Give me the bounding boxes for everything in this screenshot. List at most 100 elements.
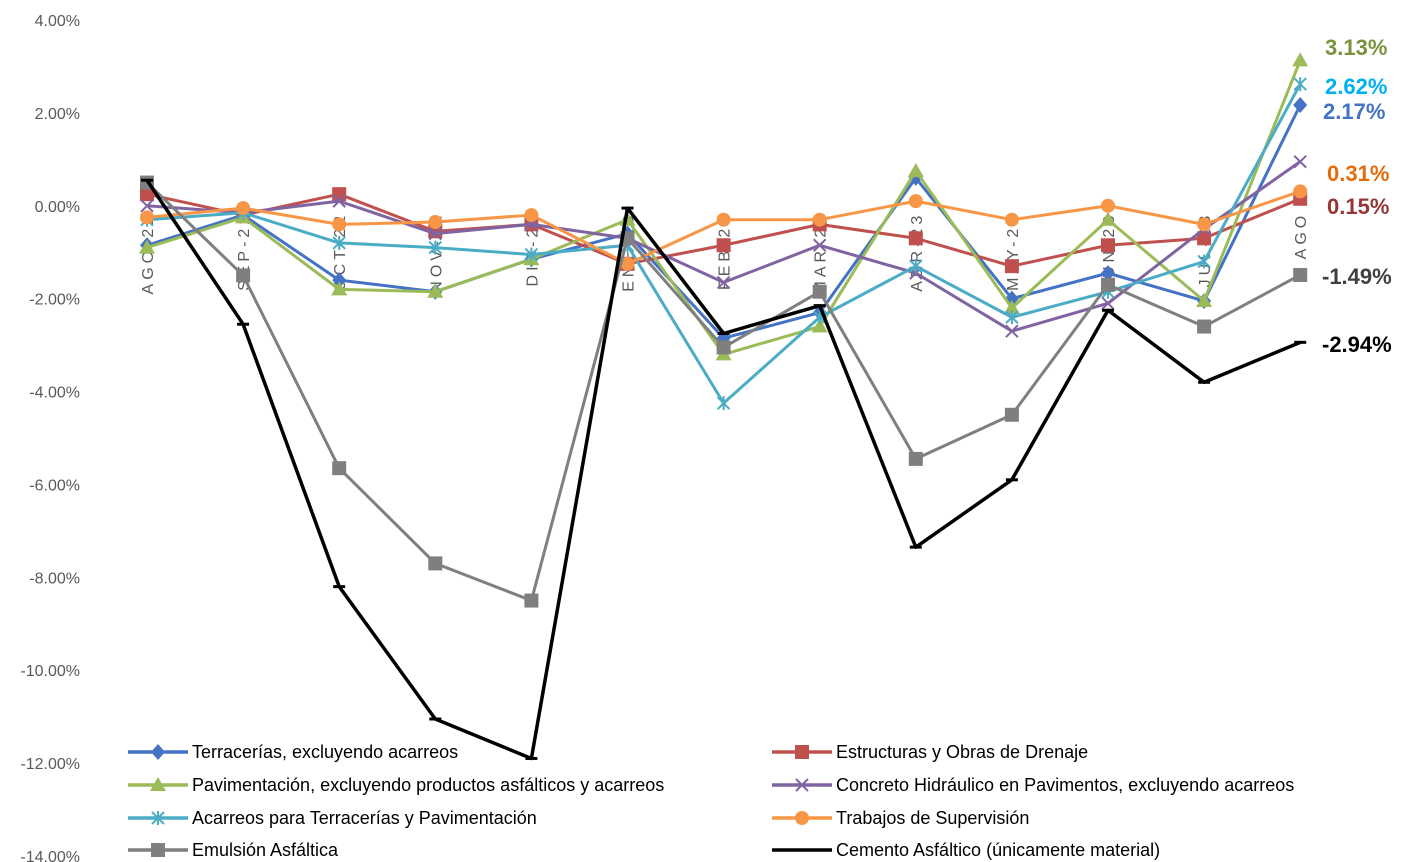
y-tick-label: -6.00% — [29, 477, 80, 494]
legend-label: Cemento Asfáltico (únicamente material) — [836, 840, 1160, 860]
data-point — [428, 226, 443, 241]
x-tick-label: OCT-22 — [332, 212, 349, 292]
y-tick-label: 4.00% — [35, 13, 80, 30]
legend-label: Estructuras y Obras de Drenaje — [836, 742, 1088, 762]
series-2 — [139, 52, 1309, 361]
legend-label: Concreto Hidráulico en Pavimentos, exclu… — [836, 775, 1294, 795]
data-point — [1004, 212, 1019, 227]
legend-item: Concreto Hidráulico en Pavimentos, exclu… — [772, 775, 1294, 795]
legend-label: Emulsión Asfáltica — [192, 840, 339, 860]
data-point — [332, 461, 347, 476]
data-point — [1101, 265, 1115, 282]
data-point — [1292, 52, 1309, 67]
data-point — [1004, 407, 1019, 422]
data-point — [524, 247, 539, 262]
legend: Terracerías, excluyendo acarreos Estructu… — [128, 742, 1294, 860]
series-6 — [140, 175, 1308, 608]
y-tick-label: -10.00% — [20, 663, 80, 680]
data-point — [1101, 277, 1115, 292]
x-tick-label: ABR-23 — [909, 212, 926, 292]
end-value-label: 2.17% — [1323, 99, 1385, 124]
legend-item: Emulsión Asfáltica — [128, 840, 339, 860]
data-point — [1005, 324, 1019, 338]
y-tick-label: -2.00% — [29, 292, 80, 309]
data-point — [332, 187, 347, 202]
data-point — [1003, 299, 1020, 314]
legend-label: Pavimentación, excluyendo productos asfá… — [192, 775, 664, 795]
legend-label: Terracerías, excluyendo acarreos — [192, 742, 458, 762]
data-point — [151, 744, 165, 760]
data-point — [1101, 198, 1115, 213]
end-value-label: 3.13% — [1325, 35, 1387, 60]
data-point — [1101, 238, 1115, 253]
series-5 — [140, 184, 1308, 271]
data-point — [1293, 154, 1307, 169]
data-point — [908, 231, 923, 246]
end-value-label: -2.94% — [1322, 332, 1392, 357]
data-point — [428, 215, 443, 230]
data-point — [427, 283, 444, 298]
data-point — [620, 256, 635, 271]
y-tick-label: 2.00% — [35, 106, 80, 123]
data-point — [1293, 77, 1307, 92]
data-point — [151, 811, 165, 825]
data-point — [811, 318, 828, 333]
data-point — [1197, 217, 1212, 232]
y-tick-label: -12.00% — [20, 756, 80, 773]
data-point — [1197, 319, 1212, 334]
series-7 — [141, 178, 1307, 761]
data-point — [908, 451, 923, 466]
end-labels: 2.17% 0.15% 3.13% 2.62% 0.31% -1.49% -2.94% — [1322, 35, 1392, 357]
y-tick-label: -14.00% — [20, 849, 80, 862]
data-point — [140, 187, 154, 202]
data-point — [1100, 211, 1116, 226]
data-point — [716, 212, 731, 227]
data-point — [332, 194, 346, 208]
legend-item: Cemento Asfáltico (únicamente material) — [772, 840, 1160, 860]
data-point — [150, 777, 166, 791]
data-point — [812, 284, 827, 299]
legend-label: Acarreos para Terracerías y Pavimentació… — [192, 808, 537, 828]
plot-area — [139, 52, 1309, 761]
legend-item: Terracerías, excluyendo acarreos — [128, 742, 458, 762]
data-point — [524, 208, 539, 223]
x-tick-label: MAR-23 — [813, 212, 830, 295]
y-tick-label: -8.00% — [29, 570, 80, 587]
data-point — [1196, 292, 1213, 307]
x-tick-label: AGO — [1293, 212, 1310, 260]
legend-label: Trabajos de Supervisión — [836, 808, 1029, 828]
data-point — [908, 194, 923, 209]
legend-item: Trabajos de Supervisión — [772, 808, 1029, 828]
legend-item: Acarreos para Terracerías y Pavimentació… — [128, 808, 537, 828]
data-point — [812, 212, 827, 227]
data-point — [909, 259, 923, 274]
data-point — [140, 199, 154, 213]
data-point — [1197, 254, 1211, 269]
data-point — [795, 811, 809, 825]
data-point — [236, 268, 251, 283]
end-value-label: 2.62% — [1325, 74, 1387, 99]
data-point — [139, 239, 155, 254]
data-point — [1293, 96, 1308, 113]
data-point — [716, 340, 731, 355]
data-point — [428, 556, 443, 571]
legend-item: Pavimentación, excluyendo productos asfá… — [128, 775, 664, 795]
y-tick-label: -4.00% — [29, 385, 80, 402]
data-point — [1293, 184, 1308, 199]
data-point — [332, 272, 347, 289]
data-point — [1293, 267, 1308, 282]
data-point — [1101, 296, 1115, 311]
series-line — [146, 59, 1302, 356]
y-axis: 4.00% 2.00% 0.00% -2.00% -4.00% -6.00% -8.00% -… — [20, 13, 80, 862]
data-point — [716, 396, 731, 411]
data-point — [428, 240, 443, 255]
data-point — [812, 238, 827, 252]
data-point — [332, 235, 346, 250]
data-point — [151, 843, 165, 857]
y-tick-label: 0.00% — [35, 199, 80, 216]
data-point — [524, 593, 539, 608]
data-point — [331, 281, 348, 296]
data-point — [716, 275, 731, 290]
end-value-label: 0.15% — [1327, 194, 1389, 219]
